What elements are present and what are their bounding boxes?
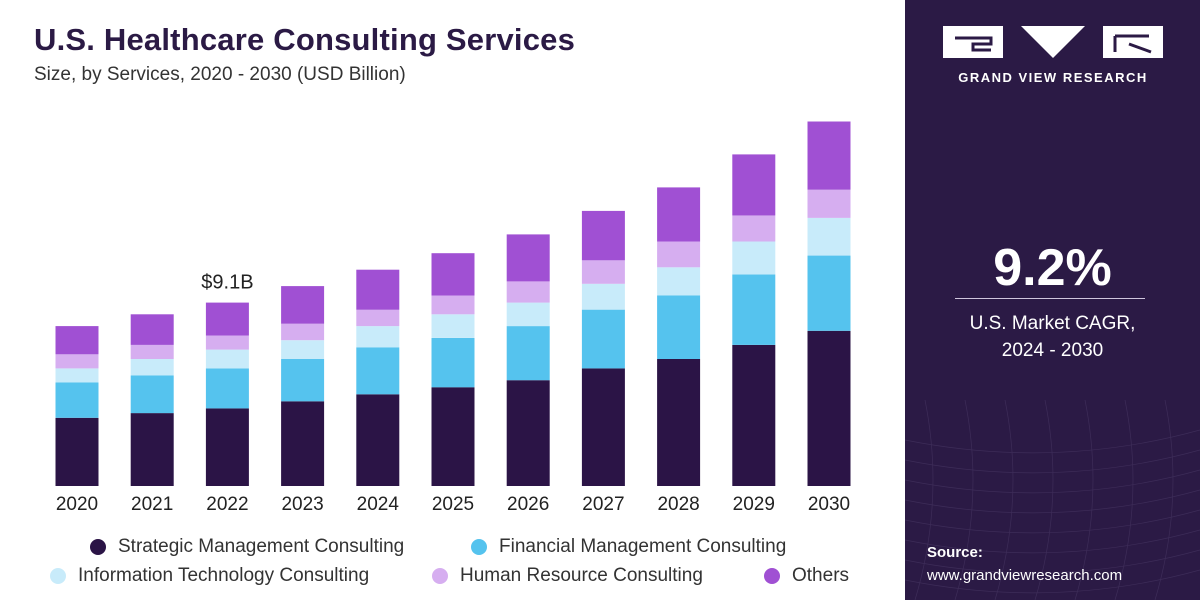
cagr-label: U.S. Market CAGR, 2024 - 2030 [905, 310, 1200, 364]
legend-swatch [90, 539, 106, 555]
bar-segment-2030-2 [807, 217, 851, 256]
bar-segment-2020-2 [55, 368, 99, 383]
bar-segment-2030-3 [807, 189, 851, 218]
bar-segment-2024-0 [356, 394, 400, 486]
chart-subtitle: Size, by Services, 2020 - 2030 (USD Bill… [34, 64, 406, 85]
stacked-bar-chart: 2020 2021 2022 $9.1B 2023 2024 2025 2026 2027 202… [55, 121, 851, 515]
brand-name: GRAND VIEW RESEARCH [958, 70, 1148, 85]
legend-label: Financial Management Consulting [499, 536, 787, 557]
bar-segment-2023-4 [281, 286, 325, 324]
legend-item: Information Technology Consulting [50, 565, 369, 587]
x-tick-label: 2023 [281, 494, 323, 515]
cagr-divider [955, 298, 1145, 299]
x-tick-label: 2022 [206, 494, 248, 515]
bar-segment-2024-2 [356, 326, 400, 348]
bar-segment-2028-3 [657, 241, 701, 268]
bar-segment-2022-4 [205, 302, 249, 336]
bar-segment-2022-0 [205, 408, 249, 486]
legend-swatch [50, 568, 66, 584]
x-tick-label: 2026 [507, 494, 549, 515]
bar-segment-2030-1 [807, 255, 851, 331]
bar-segment-2023-0 [281, 401, 325, 486]
legend-swatch [764, 568, 780, 584]
gvr-logo [943, 26, 1163, 58]
bar-segment-2023-3 [281, 323, 325, 341]
bar-segment-2026-3 [506, 281, 550, 303]
x-tick-label: 2029 [733, 494, 775, 515]
bar-segment-2029-1 [732, 274, 776, 345]
bar-segment-2029-0 [732, 344, 776, 486]
bar-segment-2029-2 [732, 241, 776, 275]
legend-item: Strategic Management Consulting [90, 536, 404, 558]
legend-swatch [432, 568, 448, 584]
cagr-value: 9.2% [993, 239, 1112, 297]
bar-segment-2027-2 [581, 283, 625, 310]
bar-segment-2025-0 [431, 387, 475, 486]
legend-swatch [471, 539, 487, 555]
legend-item: Others [764, 565, 849, 587]
bar-segment-2022-1 [205, 368, 249, 409]
legend-item: Human Resource Consulting [432, 565, 703, 587]
x-tick-label: 2020 [56, 494, 98, 515]
bar-segment-2020-1 [55, 382, 99, 418]
bar-segment-2022-2 [205, 349, 249, 369]
bar-segment-2025-4 [431, 253, 475, 296]
bar-segment-2027-0 [581, 368, 625, 486]
bar-segment-2024-1 [356, 347, 400, 395]
bar-segment-2021-3 [130, 344, 174, 359]
bar-segment-2025-3 [431, 295, 475, 315]
bar-segment-2029-4 [732, 154, 776, 216]
bar-segment-2021-0 [130, 413, 174, 486]
source-label: Source: [927, 544, 983, 561]
bar-segment-2025-1 [431, 337, 475, 388]
bar-segment-2020-0 [55, 417, 99, 486]
x-tick-label: 2025 [432, 494, 474, 515]
bar-segment-2026-0 [506, 380, 550, 486]
legend-label: Human Resource Consulting [460, 565, 703, 586]
bar-segment-2020-3 [55, 354, 99, 369]
bar-segment-2021-1 [130, 375, 174, 414]
bar-segment-2027-3 [581, 260, 625, 284]
bar-segment-2026-2 [506, 302, 550, 327]
bar-segment-2026-4 [506, 234, 550, 282]
chart-title: U.S. Healthcare Consulting Services [34, 22, 576, 57]
cagr-label-line2: 2024 - 2030 [1001, 340, 1104, 361]
bar-segment-2025-2 [431, 314, 475, 338]
source-link[interactable]: www.grandviewresearch.com [927, 567, 1123, 584]
bar-segment-2023-2 [281, 340, 325, 359]
chart-panel: U.S. Healthcare Consulting Services Size… [34, 22, 851, 587]
x-tick-label: 2027 [582, 494, 624, 515]
bar-segment-2028-4 [657, 187, 701, 242]
bar-segment-2022-3 [205, 335, 249, 350]
bar-segment-2028-1 [657, 295, 701, 359]
bar-segment-2029-3 [732, 215, 776, 242]
data-label-annotation: $9.1B [201, 272, 253, 294]
bar-segment-2024-3 [356, 309, 400, 327]
bar-segment-2027-4 [581, 210, 625, 261]
x-tick-label: 2024 [357, 494, 400, 515]
bar-segment-2020-4 [55, 326, 99, 355]
legend-label: Strategic Management Consulting [118, 536, 405, 557]
bar-segment-2028-2 [657, 267, 701, 296]
bar-segment-2026-1 [506, 326, 550, 381]
bar-segment-2021-4 [130, 314, 174, 345]
legend-label: Information Technology Consulting [78, 565, 370, 586]
legend-item: Financial Management Consulting [471, 536, 786, 558]
legend-label: Others [792, 565, 850, 586]
x-tick-label: 2030 [808, 494, 850, 515]
bar-segment-2028-0 [657, 359, 701, 486]
cagr-label-line1: U.S. Market CAGR, [969, 313, 1136, 334]
bar-segment-2023-1 [281, 359, 325, 402]
bar-segment-2030-0 [807, 330, 851, 486]
x-tick-label: 2028 [657, 494, 699, 515]
bar-segment-2027-1 [581, 309, 625, 369]
side-panel: GRAND VIEW RESEARCH 9.2% U.S. Market CAG… [905, 0, 1200, 600]
bar-segment-2021-2 [130, 359, 174, 376]
bar-segment-2024-4 [356, 269, 400, 310]
decorative-mesh [905, 400, 1200, 600]
x-tick-label: 2021 [131, 494, 173, 515]
bar-segment-2030-4 [807, 121, 851, 190]
